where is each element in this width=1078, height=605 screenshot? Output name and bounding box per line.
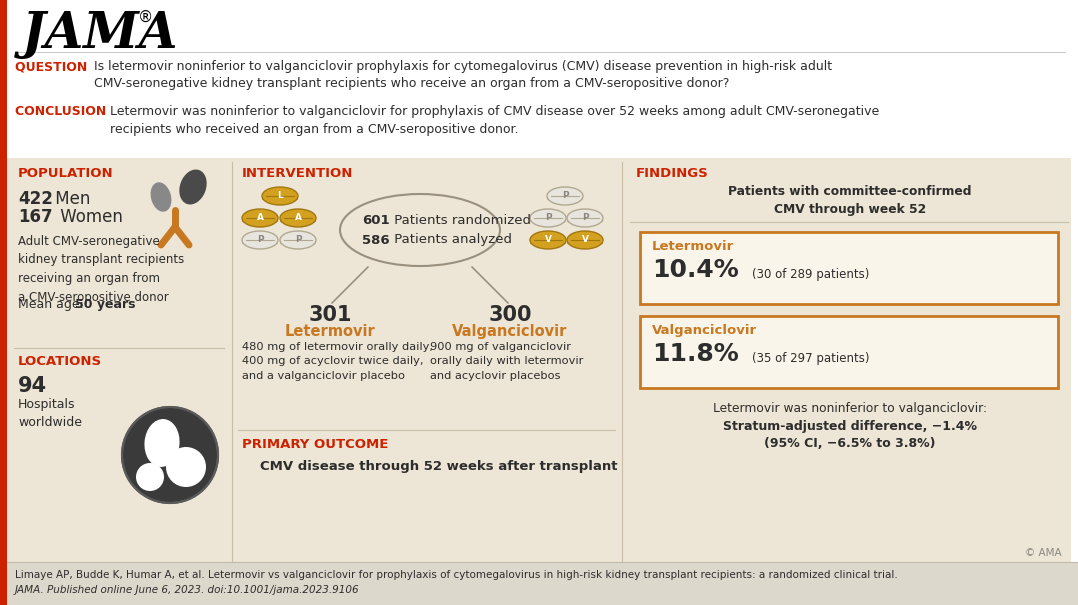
Text: PRIMARY OUTCOME: PRIMARY OUTCOME [241,438,388,451]
Ellipse shape [530,218,566,224]
Ellipse shape [280,240,316,246]
Text: ®: ® [138,10,153,25]
Circle shape [122,407,218,503]
Ellipse shape [567,218,603,224]
Text: A: A [294,212,302,221]
Text: 50 years: 50 years [75,298,136,311]
Ellipse shape [241,209,278,227]
Text: Patients with committee-confirmed
CMV through week 52: Patients with committee-confirmed CMV th… [729,185,971,216]
Text: POPULATION: POPULATION [18,167,113,180]
Text: Mean age:: Mean age: [18,298,88,311]
Text: V: V [581,235,589,243]
Text: L: L [277,191,282,200]
Ellipse shape [567,240,603,246]
Ellipse shape [530,240,566,246]
Text: LOCATIONS: LOCATIONS [18,355,102,368]
Text: Patients randomized: Patients randomized [390,214,531,226]
Text: 900 mg of valganciclovir
orally daily with letermovir
and acyclovir placebos: 900 mg of valganciclovir orally daily wi… [430,342,583,381]
Ellipse shape [530,209,566,227]
Text: JAMA: JAMA [22,10,179,59]
Text: Valganciclovir: Valganciclovir [453,324,568,339]
Text: Limaye AP, Budde K, Humar A, et al. Letermovir vs valganciclovir for prophylaxis: Limaye AP, Budde K, Humar A, et al. Lete… [15,570,898,580]
Text: INTERVENTION: INTERVENTION [241,167,354,180]
Text: CONCLUSION: CONCLUSION [15,105,111,118]
Text: 11.8%: 11.8% [652,342,738,366]
Text: Letermovir was noninferior to valganciclovir for prophylaxis of CMV disease over: Letermovir was noninferior to valgancicl… [110,105,880,136]
Text: Adult CMV-seronegative
kidney transplant recipients
receiving an organ from
a CM: Adult CMV-seronegative kidney transplant… [18,235,184,304]
Text: P: P [544,212,551,221]
Circle shape [166,447,206,487]
Text: (95% CI, −6.5% to 3.8%): (95% CI, −6.5% to 3.8%) [764,437,936,450]
Text: 601: 601 [362,214,390,226]
Text: 480 mg of letermovir orally daily,
400 mg of acyclovir twice daily,
and a valgan: 480 mg of letermovir orally daily, 400 m… [241,342,433,381]
Text: Letermovir was noninferior to valganciclovir:: Letermovir was noninferior to valgancicl… [713,402,987,415]
Text: CMV disease through 52 weeks after transplant: CMV disease through 52 weeks after trans… [260,460,618,473]
Text: 301: 301 [308,305,351,325]
Text: 586: 586 [362,234,390,246]
FancyBboxPatch shape [0,0,6,605]
Text: Valganciclovir: Valganciclovir [652,324,757,337]
Ellipse shape [144,419,180,467]
Text: Letermovir: Letermovir [652,240,734,253]
FancyBboxPatch shape [0,562,1078,605]
Text: © AMA: © AMA [1025,548,1062,558]
Ellipse shape [151,182,171,212]
Ellipse shape [567,231,603,249]
Ellipse shape [340,194,500,266]
Text: 422: 422 [18,190,53,208]
Text: Men: Men [50,190,91,208]
Ellipse shape [241,240,278,246]
Text: A: A [257,212,263,221]
Ellipse shape [262,196,298,202]
Ellipse shape [530,231,566,249]
Text: (30 of 289 patients): (30 of 289 patients) [752,268,869,281]
Text: 167: 167 [18,208,53,226]
Text: P: P [582,212,589,221]
Ellipse shape [280,231,316,249]
Ellipse shape [547,196,583,202]
Ellipse shape [567,209,603,227]
Ellipse shape [241,231,278,249]
Text: Women: Women [55,208,123,226]
FancyBboxPatch shape [640,232,1058,304]
FancyBboxPatch shape [0,0,1078,158]
Text: (35 of 297 patients): (35 of 297 patients) [752,352,870,365]
Text: 10.4%: 10.4% [652,258,738,282]
FancyBboxPatch shape [6,158,1072,568]
Text: V: V [544,235,552,243]
Text: QUESTION: QUESTION [15,60,92,73]
Circle shape [136,463,164,491]
Ellipse shape [179,169,207,204]
Text: FINDINGS: FINDINGS [636,167,708,180]
Text: Patients analyzed: Patients analyzed [390,234,512,246]
Text: Stratum-adjusted difference, −1.4%: Stratum-adjusted difference, −1.4% [723,420,977,433]
Text: P: P [562,191,568,200]
Ellipse shape [241,218,278,224]
FancyBboxPatch shape [640,316,1058,388]
Ellipse shape [280,218,316,224]
Ellipse shape [280,209,316,227]
Text: Letermovir: Letermovir [285,324,375,339]
Text: JAMA. Published online June 6, 2023. doi:10.1001/jama.2023.9106: JAMA. Published online June 6, 2023. doi… [15,585,360,595]
Text: Hospitals
worldwide: Hospitals worldwide [18,398,82,429]
Text: P: P [257,235,263,243]
Text: 94: 94 [18,376,47,396]
Text: Is letermovir noninferior to valganciclovir prophylaxis for cytomegalovirus (CMV: Is letermovir noninferior to valganciclo… [94,60,832,91]
Ellipse shape [262,187,298,205]
Text: 300: 300 [488,305,531,325]
Text: P: P [294,235,302,243]
Ellipse shape [547,187,583,205]
